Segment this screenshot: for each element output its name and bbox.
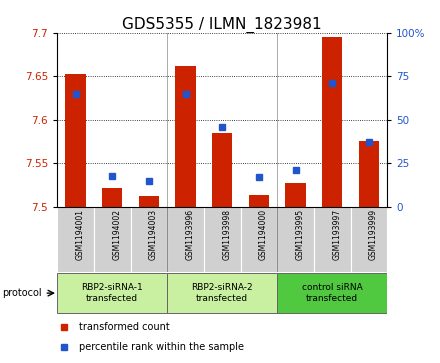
- Bar: [212, 133, 232, 207]
- Bar: [351, 207, 387, 272]
- Bar: [57, 207, 94, 272]
- Text: GSM1193996: GSM1193996: [186, 209, 194, 260]
- Text: GSM1194001: GSM1194001: [76, 209, 84, 260]
- Text: transformed count: transformed count: [79, 322, 169, 332]
- Text: RBP2-siRNA-2
transfected: RBP2-siRNA-2 transfected: [191, 283, 253, 303]
- Bar: [131, 207, 167, 272]
- Bar: [94, 207, 131, 272]
- Bar: [167, 207, 204, 272]
- Bar: [249, 195, 269, 207]
- Text: RBP2-siRNA-1
transfected: RBP2-siRNA-1 transfected: [81, 283, 143, 303]
- Bar: [286, 183, 306, 207]
- Bar: [102, 188, 122, 207]
- Text: GSM1193995: GSM1193995: [296, 209, 304, 260]
- Bar: [241, 207, 277, 272]
- Text: GSM1194003: GSM1194003: [149, 209, 158, 260]
- Bar: [277, 207, 314, 272]
- Text: control siRNA
transfected: control siRNA transfected: [302, 283, 363, 303]
- Text: GSM1193997: GSM1193997: [332, 209, 341, 260]
- Bar: [314, 207, 351, 272]
- Bar: [204, 207, 241, 272]
- Bar: [66, 74, 86, 207]
- Bar: [57, 273, 167, 313]
- Bar: [277, 273, 387, 313]
- Text: protocol: protocol: [2, 288, 42, 298]
- Bar: [176, 66, 196, 207]
- Title: GDS5355 / ILMN_1823981: GDS5355 / ILMN_1823981: [122, 16, 322, 33]
- Text: percentile rank within the sample: percentile rank within the sample: [79, 342, 244, 352]
- Bar: [167, 273, 277, 313]
- Text: GSM1194002: GSM1194002: [112, 209, 121, 260]
- Text: GSM1194000: GSM1194000: [259, 209, 268, 260]
- Bar: [322, 37, 342, 207]
- Bar: [359, 141, 379, 207]
- Text: GSM1193999: GSM1193999: [369, 209, 378, 260]
- Text: GSM1193998: GSM1193998: [222, 209, 231, 260]
- Bar: [139, 196, 159, 207]
